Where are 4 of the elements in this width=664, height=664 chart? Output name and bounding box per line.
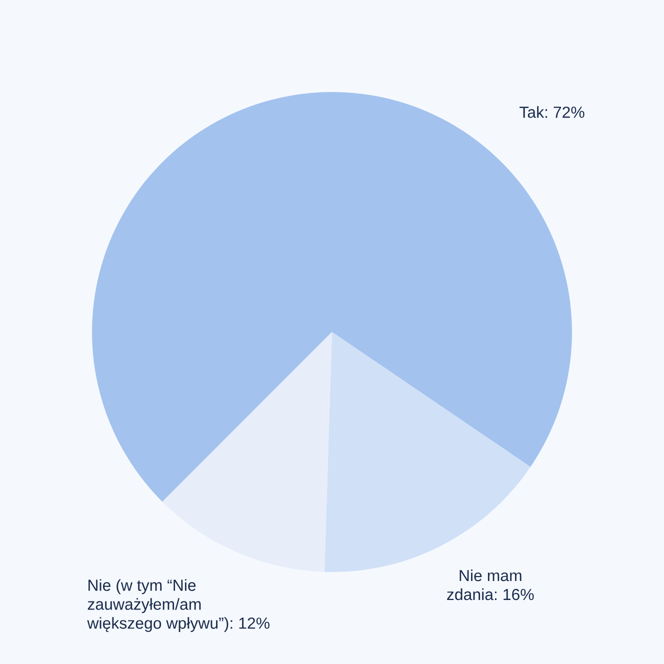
slice-label: Nie mam zdania: 16% <box>447 569 534 600</box>
slice-label: Tak: 72% <box>520 106 584 118</box>
slice-label: Nie (w tym “Nie zauważyłem/am większego wpływu”): 12% <box>87 579 270 632</box>
pie-slice <box>162 332 332 572</box>
